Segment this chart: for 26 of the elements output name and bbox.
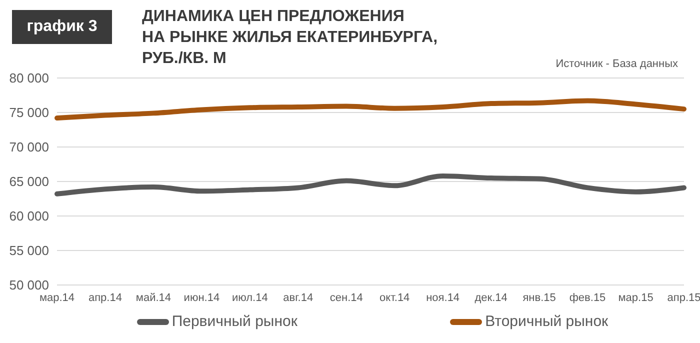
x-tick-label: янв.15 bbox=[522, 292, 556, 304]
x-tick-label: авг.14 bbox=[283, 292, 314, 304]
x-tick-label: дек.14 bbox=[474, 292, 508, 304]
y-tick-label: 50 000 bbox=[9, 278, 49, 293]
x-tick-label: окт.14 bbox=[380, 292, 410, 304]
x-tick-label: апр.15 bbox=[667, 292, 700, 304]
x-tick-label: фев.15 bbox=[569, 292, 606, 304]
text: Источник - База данных bbox=[556, 58, 678, 70]
x-tick-label: сен.14 bbox=[330, 292, 363, 304]
y-tick-label: 55 000 bbox=[9, 243, 49, 258]
y-tick-label: 75 000 bbox=[9, 105, 49, 120]
x-tick-label: апр.14 bbox=[88, 292, 122, 304]
x-tick-label: мар.15 bbox=[618, 292, 654, 304]
y-tick-label: 80 000 bbox=[9, 70, 49, 86]
x-tick-label: май.14 bbox=[136, 292, 172, 304]
x-tick-label: ноя.14 bbox=[426, 292, 460, 304]
legend-label: Вторичный рынок bbox=[484, 313, 608, 330]
x-tick-label: июл.14 bbox=[232, 292, 268, 304]
x-tick-label: июн.14 bbox=[184, 292, 220, 304]
x-tick-label: мар.14 bbox=[39, 292, 75, 304]
y-tick-label: 60 000 bbox=[9, 208, 49, 224]
y-tick-label: 65 000 bbox=[9, 174, 49, 190]
chart-title: ДИНАМИКА ЦЕН ПРЕДЛОЖЕНИЯ НА РЫНКЕ ЖИЛЬЯ ЕКАТЕРИНБУРГА, РУБ./КВ. М bbox=[142, 7, 438, 69]
legend-label: Первичный рынок bbox=[170, 313, 298, 330]
chart-subtitle: график 3 bbox=[12, 10, 112, 44]
y-tick-label: 70 000 bbox=[9, 140, 49, 155]
